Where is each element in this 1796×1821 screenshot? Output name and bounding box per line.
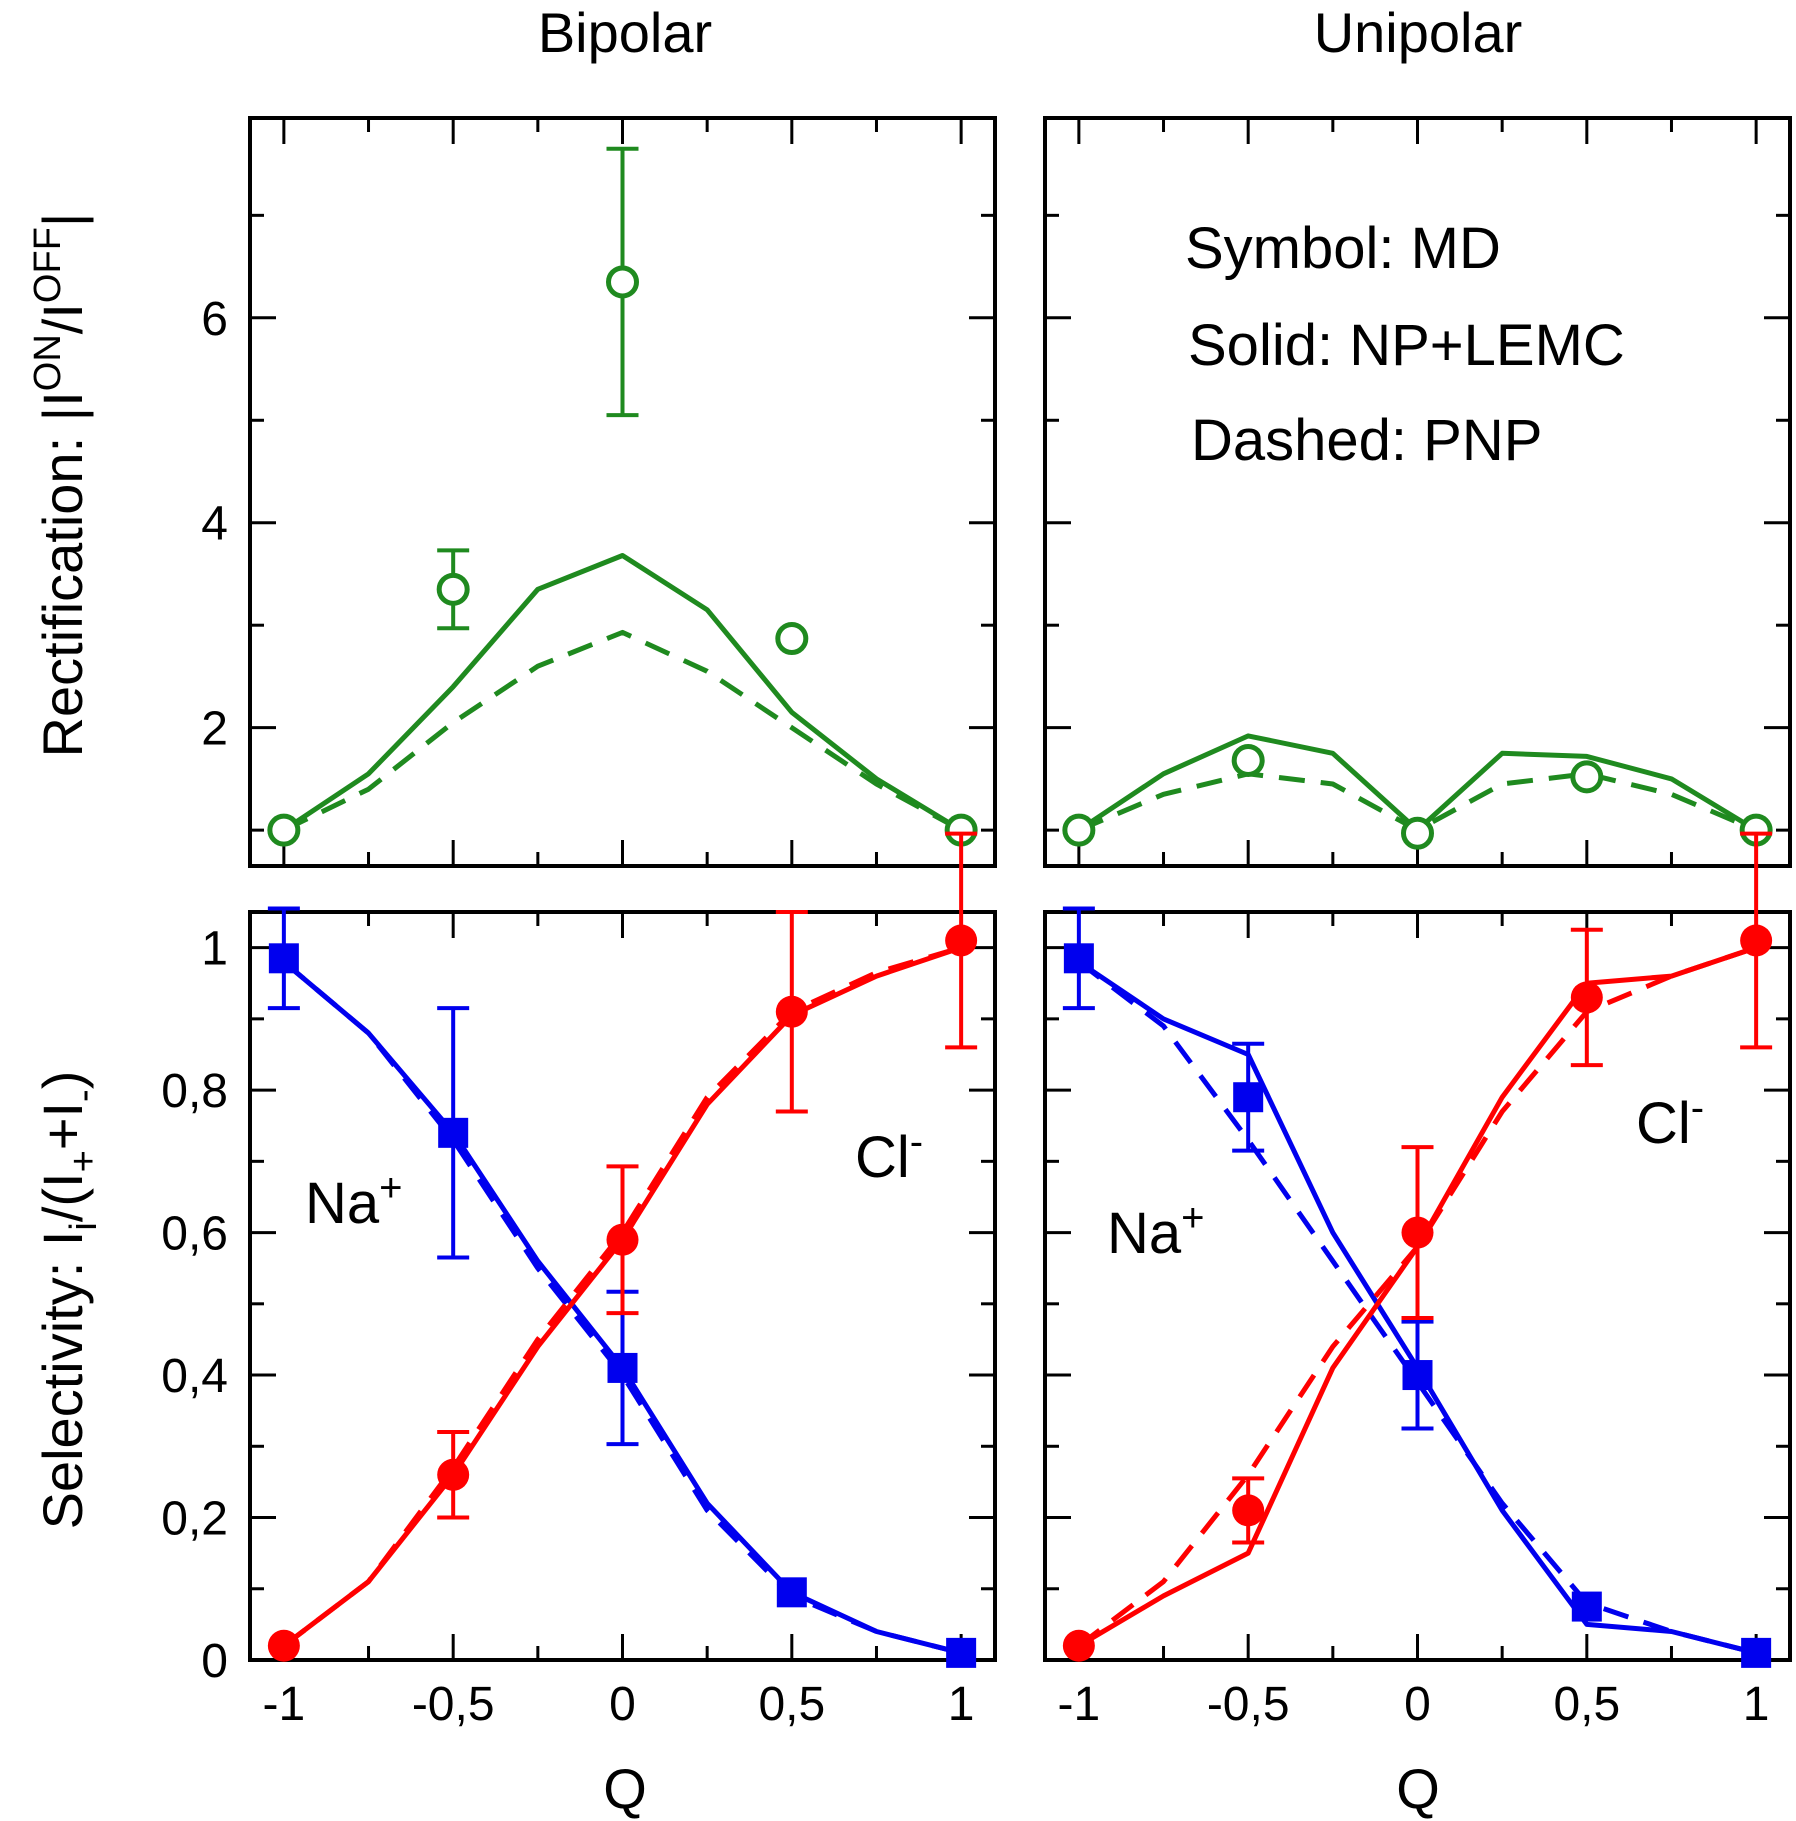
y-tick-label: 0 — [201, 1635, 228, 1688]
series-md-point — [436, 572, 470, 606]
na-label-unipolar: Na+ — [1107, 1196, 1205, 1266]
y-tick-label: 0,4 — [161, 1350, 228, 1403]
series-md-point — [1062, 813, 1096, 847]
series-na-md-point — [607, 1352, 638, 1383]
cl-label-unipolar: Cl- — [1636, 1086, 1704, 1156]
series-md-point — [267, 813, 301, 847]
y-tick-label: 0,2 — [161, 1493, 228, 1546]
y-tick-label: 0,6 — [161, 1208, 228, 1261]
series-na-md-point — [438, 1117, 469, 1148]
series-na-md-point — [1571, 1591, 1602, 1622]
series-np-lemc-line — [1077, 733, 1758, 833]
series-na-md-point — [1741, 1637, 1772, 1668]
series-np-lemc-line — [282, 553, 963, 833]
series-md-point — [606, 265, 639, 299]
legend-dashed-pnp: Dashed: PNP — [1191, 408, 1542, 473]
y-tick-label: 0,8 — [161, 1065, 228, 1118]
y-axis-label-rectification: Rectification: |ION/IOFF| — [27, 213, 94, 758]
na-label-bipolar: Na+ — [305, 1166, 403, 1236]
x-tick-label: -0,5 — [1207, 1678, 1290, 1731]
panel-bipolar-selectivity: -1 -0,5 0 0,5 1 0 0,2 0,4 0,6 0,8 1 — [161, 831, 997, 1731]
x-tick-label: 1 — [948, 1678, 975, 1731]
series-md-point — [1231, 743, 1265, 777]
series-na-md-point — [776, 1577, 807, 1608]
x-tick-label: 0,5 — [1553, 1678, 1620, 1731]
x-axis-label-unipolar: Q — [1396, 1757, 1440, 1820]
series-cl-md-point — [267, 1629, 300, 1662]
panels: 2 4 6 -1 -0,5 0 0,5 1 0 0,2 0,4 0,6 0,8 1 -1 -0,5 0 0,5 1 — [161, 116, 1792, 1731]
x-tick-label: 0 — [609, 1678, 636, 1731]
legend: Symbol: MD Solid: NP+LEMC Dashed: PNP — [1185, 216, 1625, 473]
x-tick-label: 0 — [1404, 1678, 1431, 1731]
x-axis-label-bipolar: Q — [603, 1757, 647, 1820]
series-cl-md-point — [1062, 1629, 1095, 1662]
series-md-point — [1570, 760, 1604, 794]
x-tick-label: -1 — [1058, 1678, 1101, 1731]
panel-unipolar-selectivity: -1 -0,5 0 0,5 1 — [1043, 831, 1792, 1731]
x-tick-label: 1 — [1743, 1678, 1770, 1731]
series-md-point — [775, 622, 809, 656]
y-axis-label-selectivity: Selectivity: Ii/(I++I-) — [31, 1071, 105, 1530]
series-cl-md-point — [1740, 924, 1773, 957]
col-title-bipolar: Bipolar — [538, 1, 712, 64]
panel-bipolar-rectification: 2 4 6 — [201, 116, 997, 868]
series-cl-md-point — [775, 995, 808, 1028]
y-tick-label: 4 — [201, 498, 228, 551]
series-na-md-point — [1063, 943, 1094, 974]
x-tick-label: -0,5 — [412, 1678, 495, 1731]
series-na-md-point — [1402, 1360, 1433, 1391]
series-na-md-point — [268, 943, 299, 974]
legend-solid-nplemc: Solid: NP+LEMC — [1188, 313, 1625, 378]
y-tick-label: 1 — [201, 923, 228, 976]
series-pnp-line — [282, 629, 963, 833]
legend-symbol-md: Symbol: MD — [1185, 216, 1501, 281]
series-cl-md-point — [606, 1223, 639, 1256]
series-cl-md-point — [1570, 981, 1603, 1014]
y-tick-label: 6 — [201, 293, 228, 346]
cl-label-bipolar: Cl- — [855, 1120, 923, 1190]
series-na-md-point — [1233, 1082, 1264, 1113]
x-tick-label: 0,5 — [758, 1678, 825, 1731]
series-cl-md-point — [945, 924, 978, 957]
series-md-point — [1401, 816, 1434, 850]
y-tick-label: 2 — [201, 703, 228, 756]
panel-unipolar-rectification — [1043, 116, 1792, 868]
series-cl-md-point — [437, 1458, 470, 1491]
series-cl-md-point — [1232, 1494, 1265, 1527]
series-cl-md-point — [1401, 1216, 1434, 1249]
col-title-unipolar: Unipolar — [1314, 1, 1523, 64]
series-na-md-point — [946, 1637, 977, 1668]
x-tick-label: -1 — [263, 1678, 306, 1731]
